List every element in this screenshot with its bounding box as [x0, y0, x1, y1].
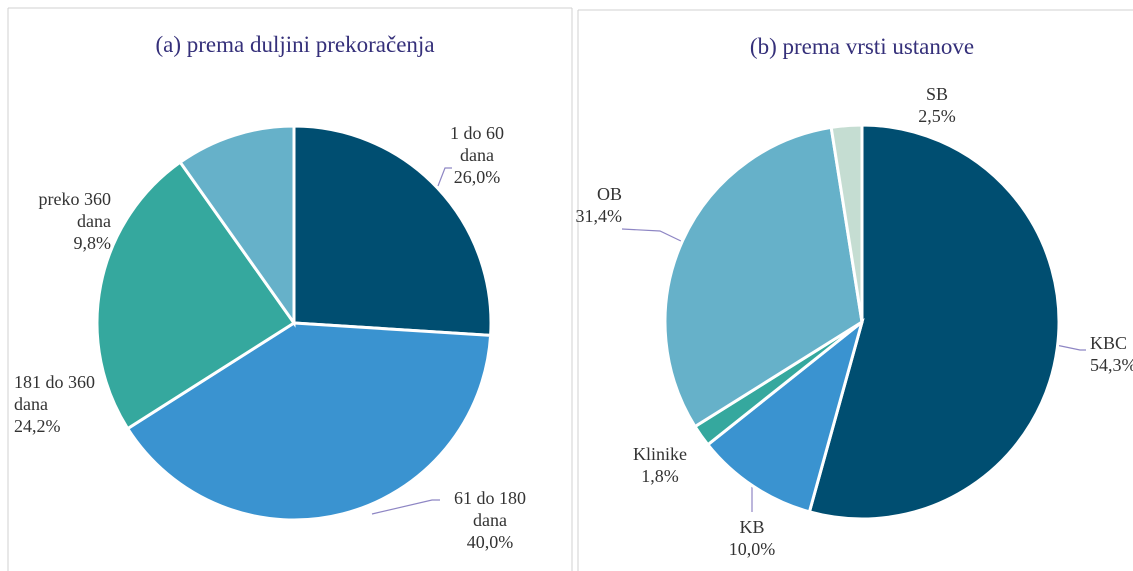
value-label: 31,4% — [575, 206, 623, 226]
pie-slice — [292, 124, 493, 337]
category-label: Klinike — [633, 444, 687, 464]
slice-label: 1 do 60 dana 26,0% — [437, 122, 517, 188]
category-label: OB — [596, 184, 622, 204]
pie-slice — [807, 123, 1061, 521]
slice-label: 61 do 180 dana 40,0% — [435, 487, 545, 553]
slice-label: KBC 54,3% — [1090, 332, 1133, 376]
value-label: 24,2% — [14, 416, 61, 436]
category-label: preko 360 dana — [38, 189, 111, 231]
category-label: 181 do 360 dana — [14, 372, 95, 414]
slice-label: SB 2,5% — [907, 83, 967, 127]
value-label: 2,5% — [918, 106, 956, 126]
leader-line — [621, 228, 684, 243]
pie-slice — [829, 123, 864, 323]
leader-line — [1055, 344, 1086, 351]
category-label: SB — [925, 84, 949, 104]
pie-slice — [95, 160, 297, 431]
value-label: 40,0% — [466, 532, 514, 552]
leader-line — [371, 499, 440, 515]
pie-slice — [178, 124, 296, 328]
slice-label: Klinike 1,8% — [620, 443, 700, 487]
category-label: KBC — [1090, 333, 1128, 353]
value-label: 1,8% — [641, 466, 679, 486]
value-label: 54,3% — [1090, 355, 1133, 375]
slice-label: 181 do 360 dana 24,2% — [14, 371, 104, 437]
category-label: KB — [739, 517, 765, 537]
slice-label: OB 31,4% — [542, 183, 623, 227]
category-label: 61 do 180 dana — [454, 488, 526, 530]
value-label: 10,0% — [728, 539, 776, 559]
pie-slice — [705, 317, 865, 514]
chart-title: (b) prema vrsti ustanove — [749, 34, 975, 59]
value-label: 9,8% — [73, 233, 112, 253]
slice-label: KB 10,0% — [717, 516, 787, 560]
pie-slice — [663, 125, 864, 429]
category-label: 1 do 60 dana — [450, 123, 504, 165]
chart-title: (a) prema duljini prekoračenja — [155, 32, 435, 57]
slice-label: preko 360 dana 9,8% — [11, 188, 111, 254]
leader-line — [437, 167, 452, 187]
value-label: 26,0% — [453, 167, 501, 187]
